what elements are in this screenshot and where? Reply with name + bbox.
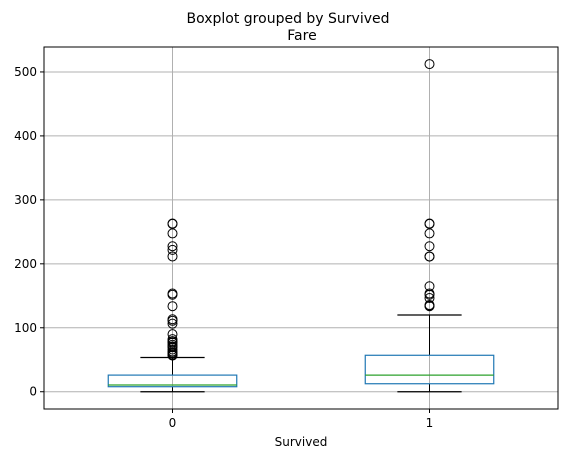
x-tick-label: 0 (169, 416, 177, 430)
outlier-point (424, 300, 435, 311)
grid-lines (44, 47, 558, 409)
y-tick-label: 300 (14, 193, 37, 207)
outlier-point (424, 241, 435, 252)
box-iqr (364, 354, 495, 385)
outlier-point (167, 344, 178, 355)
y-tick-label: 400 (14, 129, 37, 143)
outlier-point (424, 293, 435, 304)
y-tick-label: 0 (29, 385, 37, 399)
y-tick-label: 500 (14, 65, 37, 79)
outlier-point (167, 314, 178, 325)
outlier-point (167, 334, 178, 345)
outlier-point (167, 251, 178, 262)
outlier-point (167, 329, 178, 340)
outlier-point (167, 288, 178, 299)
plot-area-frame (43, 46, 559, 410)
outlier-point (424, 251, 435, 262)
x-axis-label: Survived (275, 435, 328, 449)
outlier-point (424, 228, 435, 239)
outlier-point (424, 288, 435, 299)
y-tick-label: 100 (14, 321, 37, 335)
outlier-point (167, 228, 178, 239)
outlier-point (167, 218, 178, 229)
outlier-point (167, 318, 178, 329)
chart-suptitle: Boxplot grouped by Survived (186, 11, 389, 27)
outlier-point (424, 59, 435, 70)
chart-title: Fare (287, 28, 316, 44)
outlier-point (167, 244, 178, 255)
outlier-point (424, 281, 435, 292)
y-tick-label: 200 (14, 257, 37, 271)
outlier-point (167, 301, 178, 312)
box-iqr (107, 374, 238, 388)
boxes-group (107, 59, 495, 393)
axis-ticks: 0 100 200 300 400 500 0 1 (14, 65, 433, 430)
outlier-point (424, 218, 435, 229)
outlier-point (167, 241, 178, 252)
x-tick-label: 1 (426, 416, 434, 430)
